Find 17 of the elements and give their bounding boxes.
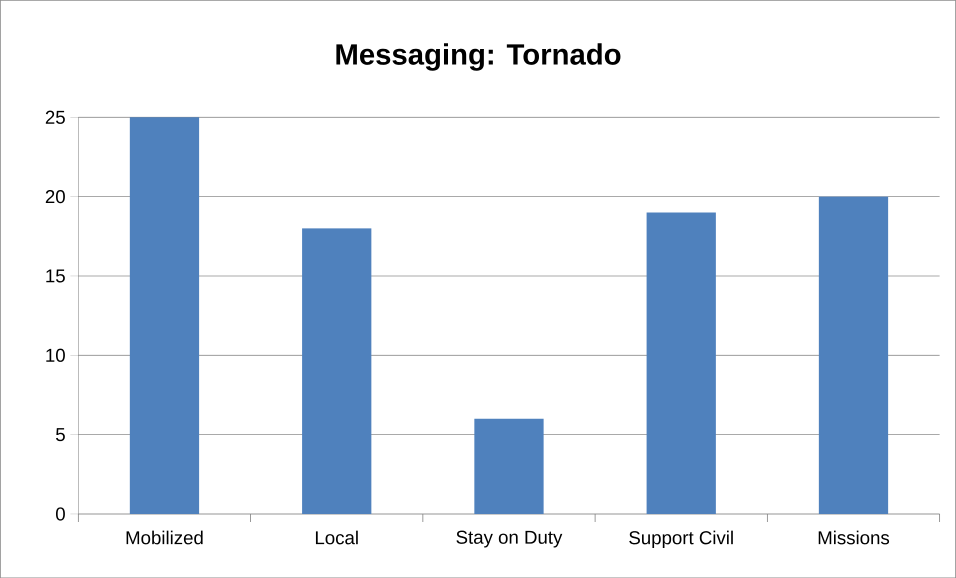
x-tick-label: Support Civil (629, 530, 733, 548)
y-tick-label: 10 (46, 348, 65, 362)
chart-title: Messaging: Tornado (336, 43, 620, 71)
bar (818, 196, 888, 514)
bar (474, 418, 544, 514)
bar (646, 212, 716, 514)
y-tick-label: 20 (46, 190, 65, 204)
y-tick-label: 15 (46, 269, 65, 282)
x-tick-label: Missions (818, 530, 890, 544)
y-tick-label: 5 (56, 428, 65, 441)
y-tick-label: 25 (46, 110, 65, 124)
x-tick-label: Local (316, 530, 358, 544)
y-tick-label: 0 (56, 507, 65, 520)
bar (130, 117, 200, 514)
bar (302, 228, 372, 514)
x-tick-label: Stay on Duty (456, 530, 562, 548)
x-tick-label: Mobilized (126, 530, 203, 544)
